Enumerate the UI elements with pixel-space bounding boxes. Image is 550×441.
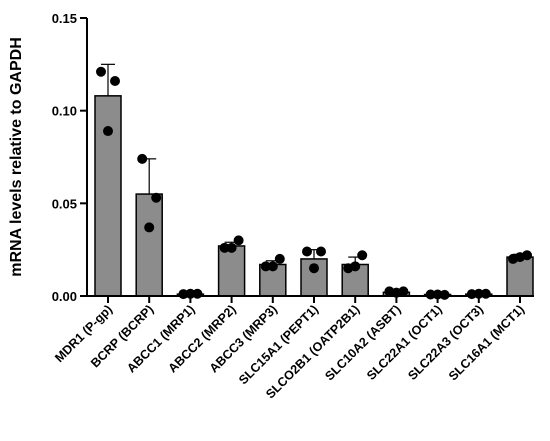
y-tick-label: 0.05 [52,196,77,211]
bar [135,193,163,297]
data-point [515,252,525,263]
x-axis: MDR1 (P-gp)BCRP (BCRP)ABCC1 (MRP1)ABCC2 … [52,295,534,401]
data-point [302,246,312,257]
y-tick-label: 0.00 [52,289,77,304]
data-point [309,263,319,274]
y-axis: 0.00 0.05 0.10 0.15 [52,11,88,304]
category-label: SLC10A2 (ASBT) [322,302,403,383]
data-point [96,66,106,77]
bar [217,245,246,297]
data-point [151,192,162,203]
data-point [219,242,230,253]
y-tick-label: 0.10 [52,104,77,119]
data-point [137,153,148,164]
data-point [233,235,244,246]
data-point [432,289,443,300]
data-point [274,253,285,264]
data-point [357,250,368,261]
data-point [226,242,237,253]
data-point [267,261,278,272]
bar [94,95,122,297]
category-label: SLC16A1 (MCT1) [446,302,527,383]
data-point [316,246,326,257]
data-point [425,289,436,300]
y-axis-title: mRNA levels relative to GAPDH [8,37,25,276]
y-tick-label: 0.15 [52,11,77,26]
data-point [110,76,120,87]
category-label: SLC15A1 (PEPT1) [236,302,321,387]
category-label: SLC22A3 (OCT3) [405,302,486,383]
data-point [350,261,361,272]
data-point [260,261,271,272]
data-point [144,222,155,233]
category-label: SLC22A1 (OCT1) [364,302,445,383]
data-point [103,126,113,137]
